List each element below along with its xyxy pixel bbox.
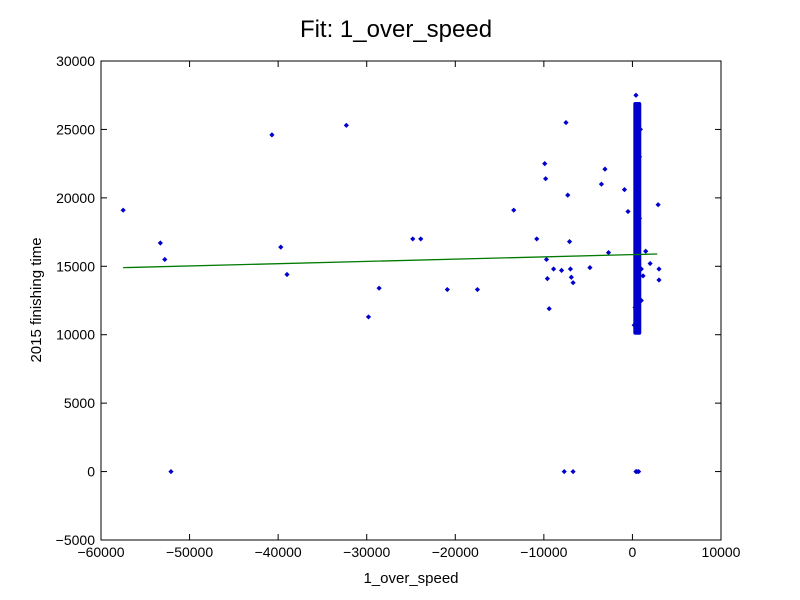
data-point [558,267,565,273]
data-point [343,122,349,128]
data-point [561,468,567,475]
data-point [634,263,640,269]
data-point [602,166,608,172]
data-point [570,280,576,286]
data-point [633,284,639,290]
data-point [625,208,631,215]
data-point [655,202,661,208]
data-point [284,271,290,278]
x-tick-label: −50000 [166,544,213,560]
data-point [474,286,481,293]
data-point [365,314,372,320]
data-point [637,126,643,133]
x-tick-label: −60000 [77,544,124,560]
x-tick-label: 10000 [702,544,741,560]
fit-line [123,253,658,269]
data-point [543,176,549,182]
plot-area [100,60,722,541]
data-point [638,297,644,304]
data-point [636,154,643,160]
data-points [120,92,662,475]
y-tick-label: 0 [87,464,95,480]
data-point [162,256,168,263]
y-tick-label: −5000 [56,532,96,548]
data-point [269,132,275,138]
x-tick-label: −20000 [432,544,479,560]
data-point [643,248,649,254]
data-point [632,304,638,310]
data-point [120,207,126,213]
data-point [568,274,574,280]
x-tick-label: −10000 [520,544,567,560]
data-point [534,236,540,242]
data-point [546,306,552,312]
data-point [656,266,662,272]
data-point [635,107,641,113]
data-point [563,119,569,126]
data-point [542,161,548,167]
data-point [410,236,416,242]
data-point [636,468,642,475]
data-point [157,240,163,246]
data-point [566,239,573,245]
data-point [567,266,574,272]
data-point [278,244,284,250]
data-point [544,276,550,282]
data-point [631,322,637,328]
y-tick-label: 25000 [56,121,95,137]
data-point [570,468,576,475]
axis-ticks: −60000 −50000 −40000 −30000 −20000 −10000 0 100… [56,53,741,560]
y-tick-label: 15000 [56,258,95,274]
data-point [635,229,641,235]
x-axis-label: 1_over_speed [363,570,458,587]
data-point [511,207,517,213]
data-point [640,273,646,279]
data-point [543,256,550,263]
data-point [376,285,382,291]
data-point [551,266,557,272]
x-tick-label: −30000 [343,544,390,560]
y-tick-label: 10000 [56,327,95,343]
data-point [418,236,424,242]
data-point [605,250,612,256]
y-tick-label: 20000 [56,190,95,206]
data-point [587,265,593,271]
chart-title: Fit: 1_over_speed [300,16,492,43]
y-axis-label: 2015 finishing time [28,237,45,362]
data-point [633,92,639,98]
y-tick-label: 5000 [64,395,95,411]
data-point [168,468,174,475]
data-point [638,266,644,272]
data-point [565,192,571,198]
data-point [598,181,605,187]
data-point [444,286,450,293]
x-tick-label: −40000 [255,544,302,560]
y-tick-label: 30000 [56,53,95,69]
fit-line-group [123,253,658,269]
data-point [647,260,653,267]
data-point [656,277,662,283]
data-point [636,195,642,201]
x-tick-label: 0 [629,544,637,560]
data-point [621,187,628,193]
data-point [636,215,643,221]
